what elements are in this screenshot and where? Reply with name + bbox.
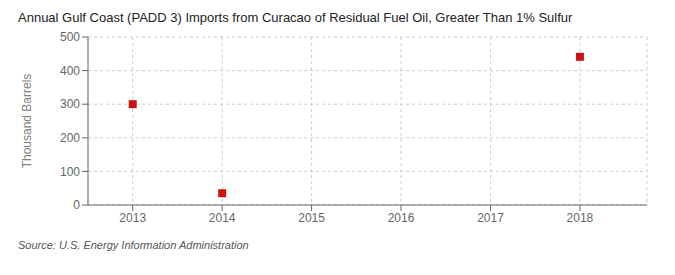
svg-text:400: 400	[60, 64, 80, 78]
svg-text:2018: 2018	[567, 211, 594, 225]
svg-text:300: 300	[60, 97, 80, 111]
html-text:Source: U.S. Energy Informatio: Source: U.S. Energy Information Administ…	[18, 239, 249, 251]
svg-text:Thousand Barrels: Thousand Barrels	[20, 74, 34, 169]
svg-text:2015: 2015	[298, 211, 325, 225]
svg-text:2013: 2013	[119, 211, 146, 225]
svg-text:500: 500	[60, 30, 80, 44]
svg-text:2017: 2017	[477, 211, 504, 225]
svg-text:2016: 2016	[388, 211, 415, 225]
svg-text:0: 0	[73, 198, 80, 212]
svg-text:100: 100	[60, 165, 80, 179]
svg-text:2014: 2014	[209, 211, 236, 225]
html-text:Annual Gulf Coast (PADD 3) Imp: Annual Gulf Coast (PADD 3) Imports from …	[18, 10, 573, 25]
svg-text:200: 200	[60, 131, 80, 145]
